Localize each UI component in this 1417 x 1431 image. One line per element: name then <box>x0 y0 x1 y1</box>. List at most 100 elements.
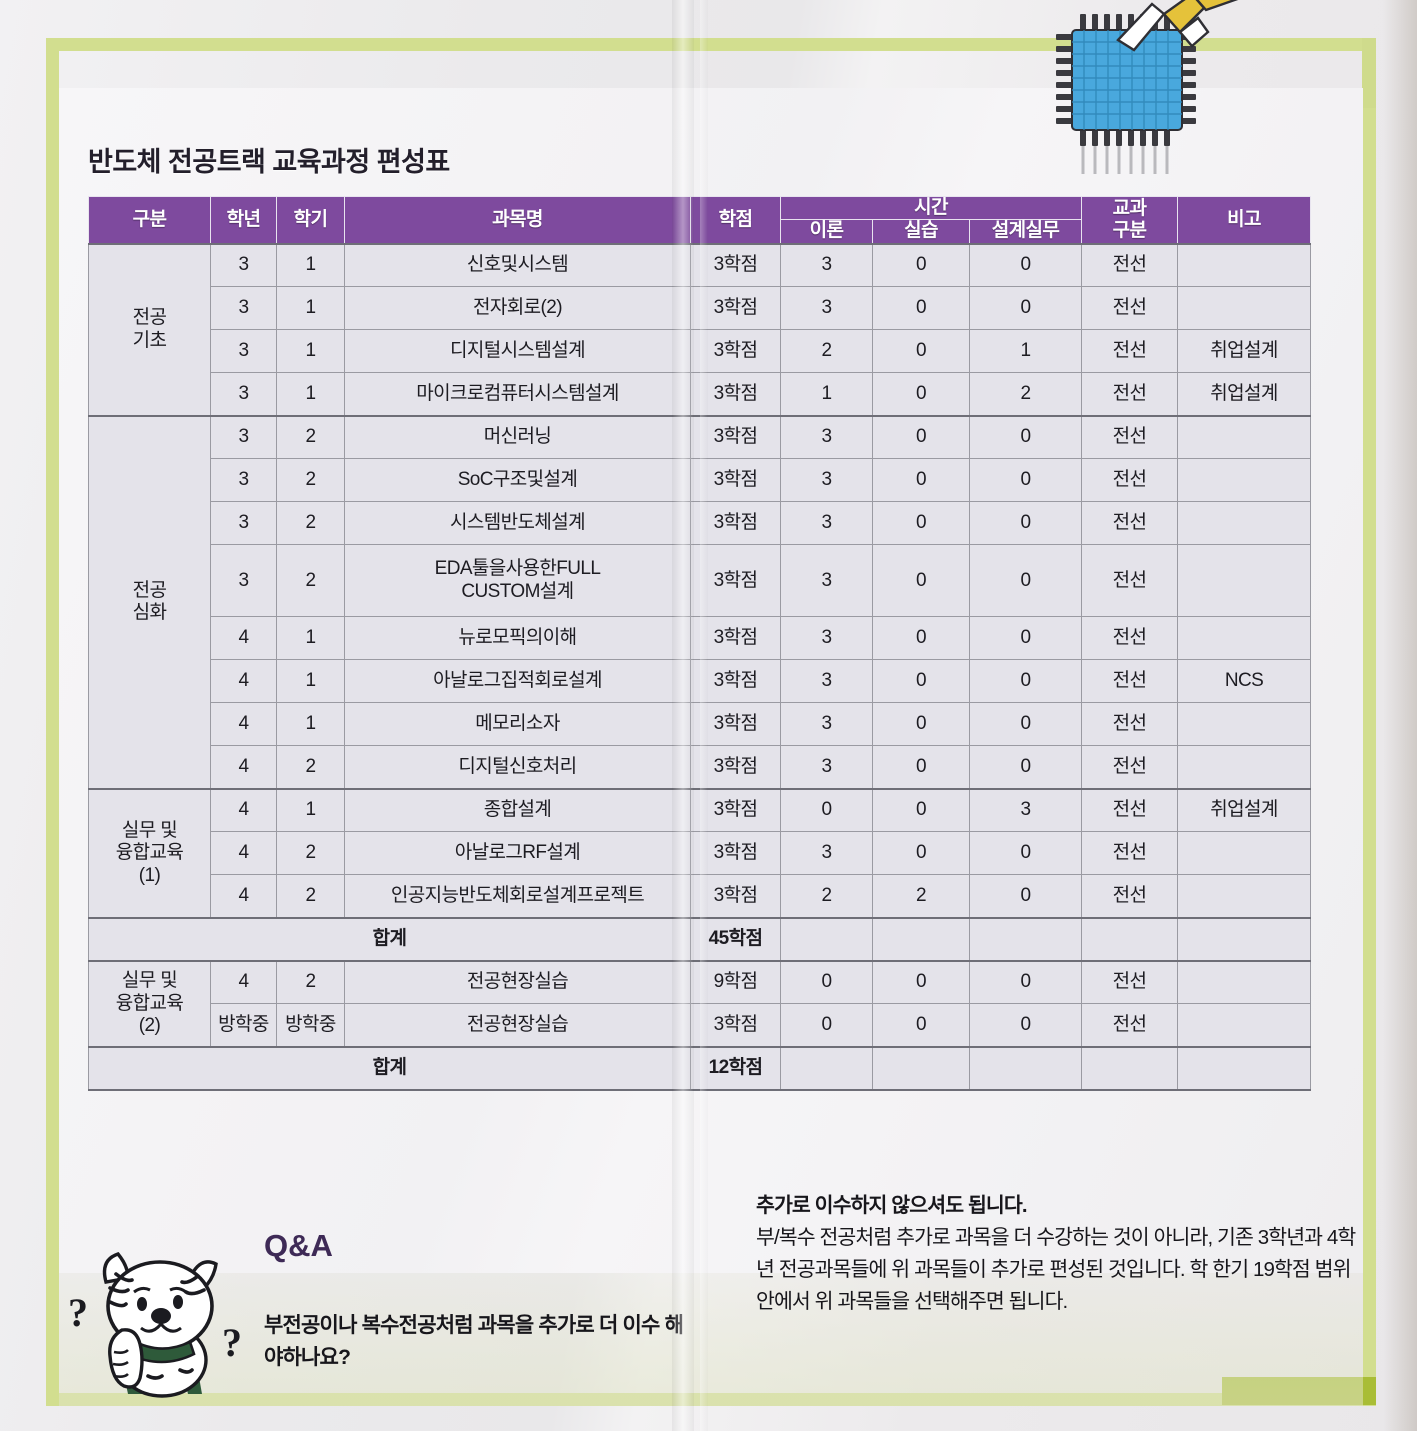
cell-subject: 뉴로모픽의이해 <box>344 616 691 661</box>
cell-credit: 9학점 <box>690 959 781 1005</box>
olive-accent-top-right <box>1362 38 1376 108</box>
cell-subject: 마이크로컴퓨터시스템설계 <box>344 372 691 417</box>
cell-theory: 2 <box>780 874 873 919</box>
cell-credit: 3학점 <box>690 372 781 417</box>
cell-note: 취업설계 <box>1177 372 1312 417</box>
cell-course-type: 전선 <box>1081 702 1179 747</box>
cell-design-practice: 0 <box>968 242 1083 288</box>
total-blank-type <box>1081 1045 1179 1091</box>
page-title: 반도체 전공트랙 교육과정 편성표 <box>88 147 450 177</box>
cell-year: 3 <box>210 329 277 374</box>
total-blank-practice <box>872 1045 970 1091</box>
cell-term: 2 <box>276 959 345 1005</box>
cell-design-practice: 2 <box>968 372 1083 417</box>
tiger-eye-left-icon <box>137 1297 147 1311</box>
cell-year: 4 <box>210 745 277 790</box>
cell-practice: 0 <box>872 831 970 876</box>
cell-credit: 3학점 <box>690 702 781 747</box>
cell-year: 3 <box>210 544 277 618</box>
tiger-mascot-icon: ? ? <box>62 1248 262 1418</box>
cell-credit: 3학점 <box>690 874 781 919</box>
total-blank-practice <box>872 916 970 962</box>
col-header-group: 구분 <box>88 195 211 245</box>
cell-subject: 디지털시스템설계 <box>344 329 691 374</box>
tiger-eye-right-icon <box>173 1295 183 1309</box>
cell-year: 4 <box>210 659 277 704</box>
cell-term: 2 <box>276 501 345 546</box>
cell-course-type: 전선 <box>1081 787 1179 833</box>
cell-subject: 전공현장실습 <box>344 1003 691 1048</box>
col-header-practice: 실습 <box>872 219 970 245</box>
cell-year: 4 <box>210 616 277 661</box>
total-credit: 45학점 <box>690 916 781 962</box>
cell-practice: 0 <box>872 414 970 460</box>
cell-design-practice: 0 <box>968 1003 1083 1048</box>
cell-course-type: 전선 <box>1081 286 1179 331</box>
cell-credit: 3학점 <box>690 616 781 661</box>
cell-practice: 0 <box>872 242 970 288</box>
cell-course-type: 전선 <box>1081 745 1179 790</box>
col-header-subject: 과목명 <box>344 195 691 245</box>
cell-theory: 0 <box>780 959 873 1005</box>
cell-course-type: 전선 <box>1081 242 1179 288</box>
table-header-row-1: 구분 학년 학기 과목명 학점 시간 교과 구분 비고 <box>88 195 1312 245</box>
cell-theory: 2 <box>780 329 873 374</box>
table-row: 3 2 EDA툴을사용한FULL CUSTOM설계 3학점 3 0 0 전선 <box>89 544 1312 618</box>
qa-question: 부전공이나 복수전공처럼 과목을 추가로 더 이수 해야하나요? <box>264 1314 684 1369</box>
cell-term: 2 <box>276 414 345 460</box>
cell-subject: 시스템반도체설계 <box>344 501 691 546</box>
cell-subject: 디지털신호처리 <box>344 745 691 790</box>
cell-practice: 0 <box>872 616 970 661</box>
cell-practice: 2 <box>872 874 970 919</box>
chip-graphic-svg <box>1056 0 1239 174</box>
cell-credit: 3학점 <box>690 414 781 460</box>
col-header-year: 학년 <box>210 195 277 245</box>
group-cell: 전공 심화 <box>88 414 211 790</box>
cell-theory: 3 <box>780 831 873 876</box>
cell-note <box>1177 1003 1312 1048</box>
total-blank-theory <box>780 916 873 962</box>
col-header-note: 비고 <box>1177 195 1312 245</box>
cell-course-type: 전선 <box>1081 329 1179 374</box>
cell-note <box>1177 959 1312 1005</box>
qa-answer: 추가로 이수하지 않으셔도 됩니다. 부/복수 전공처럼 추가로 과목을 더 수… <box>756 1190 1372 1318</box>
table-row: 4 1 뉴로모픽의이해 3학점 3 0 0 전선 <box>89 616 1312 661</box>
cell-year: 4 <box>210 959 277 1005</box>
cell-theory: 3 <box>780 659 873 704</box>
cell-course-type: 전선 <box>1081 544 1179 618</box>
cell-theory: 3 <box>780 242 873 288</box>
cell-year: 방학중 <box>210 1003 277 1048</box>
table-row: 4 2 디지털신호처리 3학점 3 0 0 전선 <box>89 745 1312 790</box>
tiger-nose-icon <box>151 1308 171 1324</box>
cell-design-practice: 0 <box>968 616 1083 661</box>
cell-design-practice: 0 <box>968 458 1083 503</box>
cell-subject: 종합설계 <box>344 787 691 833</box>
cell-design-practice: 0 <box>968 544 1083 618</box>
cell-theory: 1 <box>780 372 873 417</box>
table-header: 구분 학년 학기 과목명 학점 시간 교과 구분 비고 이론 실습 설계실무 <box>88 195 1312 245</box>
cell-theory: 3 <box>780 616 873 661</box>
total-label: 합계 <box>88 916 691 962</box>
table-row: 3 1 마이크로컴퓨터시스템설계 3학점 1 0 2 전선 취업설계 <box>89 372 1312 417</box>
cell-subject: 머신러닝 <box>344 414 691 460</box>
cell-credit: 3학점 <box>690 501 781 546</box>
cell-practice: 0 <box>872 1003 970 1048</box>
cell-course-type: 전선 <box>1081 659 1179 704</box>
robot-arm-icon <box>1116 0 1239 52</box>
cell-subject: 전공현장실습 <box>344 959 691 1005</box>
olive-accent-bottom-right <box>1222 1377 1376 1405</box>
table-row: 4 2 아날로그RF설계 3학점 3 0 0 전선 <box>89 831 1312 876</box>
col-header-term: 학기 <box>276 195 345 245</box>
cell-note <box>1177 745 1312 790</box>
question-mark-left-icon: ? <box>68 1290 88 1335</box>
cell-theory: 3 <box>780 458 873 503</box>
cell-practice: 0 <box>872 659 970 704</box>
question-mark-right-icon: ? <box>222 1320 242 1365</box>
cell-subject: SoC구조및설계 <box>344 458 691 503</box>
cell-credit: 3학점 <box>690 329 781 374</box>
cell-note: NCS <box>1177 659 1312 704</box>
cell-credit: 3학점 <box>690 286 781 331</box>
cell-year: 4 <box>210 874 277 919</box>
cell-credit: 3학점 <box>690 1003 781 1048</box>
